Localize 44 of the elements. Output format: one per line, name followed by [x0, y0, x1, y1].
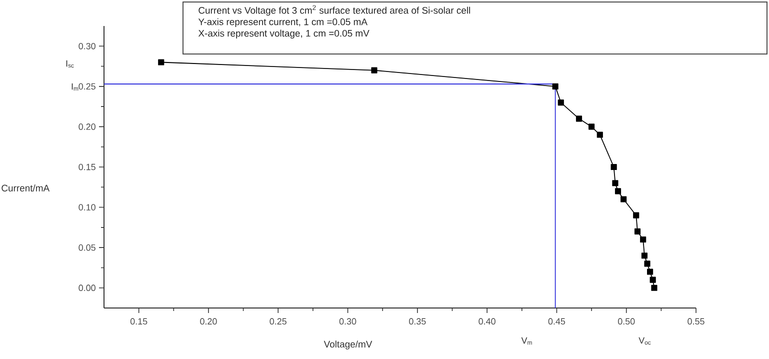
point	[371, 67, 378, 74]
point	[634, 228, 641, 234]
y-axis-title: Current/mA	[2, 184, 50, 192]
x-axis-title: Voltage/mV	[324, 340, 372, 350]
point	[552, 83, 558, 90]
x-tick-label: 0.35	[409, 318, 426, 325]
text: V$_{oc}$	[638, 337, 651, 345]
x-tick-label: 0.15	[130, 318, 148, 325]
point	[614, 188, 622, 194]
x-tick-label: 0.55	[688, 318, 704, 325]
annotation: X-axis represent voltage, 1 cm =0.05 mV	[198, 30, 370, 39]
chart-title: Current vs Voltage fot 3 cm$^{2}$ surface textured area of Si-solar cell	[198, 5, 470, 16]
point	[610, 164, 617, 170]
point	[650, 276, 656, 283]
point	[633, 212, 640, 218]
point	[558, 100, 564, 106]
point	[641, 252, 648, 259]
y-tick-label: 0.30	[78, 42, 96, 50]
y-tick-label: 0.05	[78, 244, 96, 251]
y-tick-label: 0.00	[78, 284, 96, 292]
text: I$_{sc}$	[66, 60, 74, 68]
text: V$_{m}$	[521, 337, 532, 345]
y-tick-label: 0.10	[78, 204, 96, 210]
y-tick-label: 0.15	[78, 164, 96, 170]
x-tick-label: 0.40	[478, 318, 496, 325]
y-tick-label: 0.20	[78, 124, 96, 130]
point	[640, 236, 646, 243]
point	[620, 196, 627, 202]
point	[612, 180, 618, 186]
text: I$_{m}$	[72, 83, 78, 91]
y-tick-label: 0.25	[78, 83, 96, 90]
point	[647, 268, 654, 275]
annotation: Y-axis represent current, 1 cm =0.05 mA	[198, 18, 368, 28]
point	[588, 124, 595, 130]
x-tick-label: 0.25	[270, 318, 286, 325]
point	[651, 284, 658, 291]
x-tick-label: 0.30	[339, 318, 356, 325]
x-tick-label: 0.50	[618, 318, 635, 325]
point	[644, 260, 650, 267]
x-tick-label: 0.45	[548, 318, 566, 325]
x-tick-label: 0.20	[200, 318, 217, 325]
point	[596, 132, 603, 138]
point	[576, 116, 582, 122]
point	[158, 59, 164, 66]
